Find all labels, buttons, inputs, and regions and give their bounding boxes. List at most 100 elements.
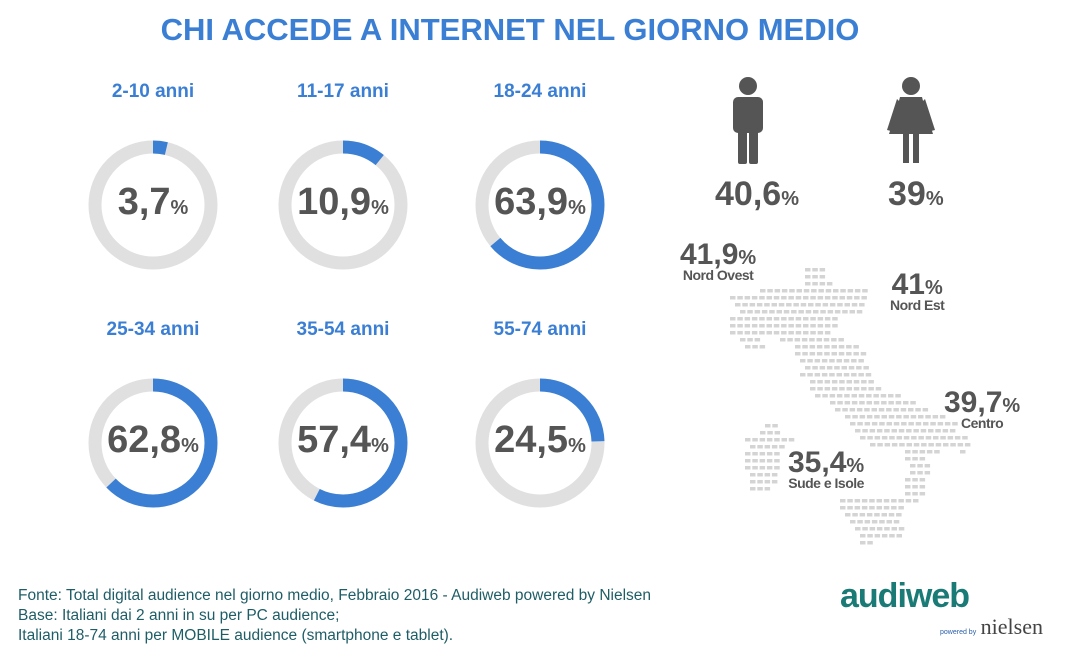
map-dot (906, 429, 912, 433)
map-dot (922, 408, 929, 412)
donut-label: 11-17 anni (297, 81, 389, 102)
map-dot (759, 466, 766, 470)
donut-chart (278, 378, 408, 508)
map-dot (889, 436, 895, 440)
map-dot (962, 436, 968, 440)
map-dot (788, 317, 794, 321)
map-dot (752, 466, 758, 470)
map-dot (881, 513, 887, 517)
map-dot (809, 345, 816, 349)
map-dot (908, 408, 914, 412)
footer-line: Fonte: Total digital audience nel giorno… (18, 587, 652, 604)
map-dot (844, 401, 851, 405)
map-dot (800, 359, 806, 363)
map-dot (788, 438, 795, 442)
map-dot (850, 520, 856, 524)
map-dot (913, 429, 919, 433)
map-dot (750, 487, 756, 491)
map-dot (798, 310, 804, 314)
map-dot (905, 457, 911, 461)
donut-value: 57,4% (243, 419, 443, 462)
map-dot (847, 499, 853, 503)
map-dot (826, 366, 833, 370)
map-dot (954, 436, 961, 440)
map-dot (774, 438, 780, 442)
donut-value-number: 3,7 (117, 181, 171, 223)
logo-brand: audiweb (840, 577, 970, 615)
map-dot (754, 338, 761, 342)
donut-fill (88, 378, 218, 508)
map-dot (766, 438, 773, 442)
map-dot (817, 387, 823, 391)
map-dot (839, 387, 845, 391)
map-dot (751, 317, 758, 321)
donut-value-number: 24,5 (494, 419, 569, 461)
map-dot (860, 352, 867, 356)
map-dot (756, 303, 763, 307)
map-dot (838, 345, 845, 349)
map-dot (737, 331, 743, 335)
map-dot (795, 331, 802, 335)
map-dot (844, 394, 850, 398)
map-dot (905, 499, 912, 503)
map-dot (898, 429, 905, 433)
map-dot (810, 296, 816, 300)
map-dot (795, 345, 801, 349)
map-dot (838, 338, 844, 342)
map-dot (824, 380, 831, 384)
map-dot (840, 506, 846, 510)
map-dot (824, 345, 830, 349)
map-dot (812, 275, 818, 279)
map-dot (759, 317, 765, 321)
map-dot (898, 506, 904, 510)
map-dot (881, 534, 888, 538)
map-dot (898, 527, 905, 531)
map-dot (912, 492, 918, 496)
map-dot (891, 527, 897, 531)
map-dot (750, 445, 756, 449)
map-dot (831, 338, 837, 342)
donut-value-number: 63,9 (494, 181, 569, 223)
map-dot (919, 450, 926, 454)
map-dot (866, 415, 873, 419)
map-dot (857, 422, 863, 426)
map-dot (862, 289, 868, 293)
map-dot (813, 310, 819, 314)
map-dot (856, 366, 862, 370)
map-dot (842, 408, 848, 412)
map-dot (910, 471, 916, 475)
map-dot (744, 296, 751, 300)
map-dot (912, 485, 918, 489)
map-dot (752, 452, 758, 456)
region-value: 41 (891, 268, 925, 301)
map-dot (808, 303, 814, 307)
map-dot (852, 415, 858, 419)
map-dot (759, 345, 766, 349)
map-dot (831, 387, 838, 391)
map-dot (781, 331, 787, 335)
map-dot (845, 513, 851, 517)
map-dot (803, 317, 809, 321)
map-dot (840, 499, 846, 503)
donut-chart (88, 140, 218, 270)
map-dot (773, 317, 780, 321)
pct: % (371, 197, 389, 219)
map-dot (940, 436, 946, 440)
map-dot (853, 387, 860, 391)
map-dot (832, 317, 838, 321)
map-dot (766, 324, 772, 328)
map-dot (787, 338, 793, 342)
map-dot (836, 359, 842, 363)
pct: % (924, 277, 943, 299)
map-dot (854, 506, 861, 510)
donut-chart (278, 140, 408, 270)
map-dot (744, 317, 751, 321)
map-dot (730, 296, 736, 300)
map-dot (751, 331, 758, 335)
map-dot (919, 485, 926, 489)
map-dot (863, 366, 869, 370)
map-dot (820, 310, 826, 314)
map-dot (960, 450, 966, 454)
map-dot (810, 317, 816, 321)
map-dot (942, 429, 949, 433)
